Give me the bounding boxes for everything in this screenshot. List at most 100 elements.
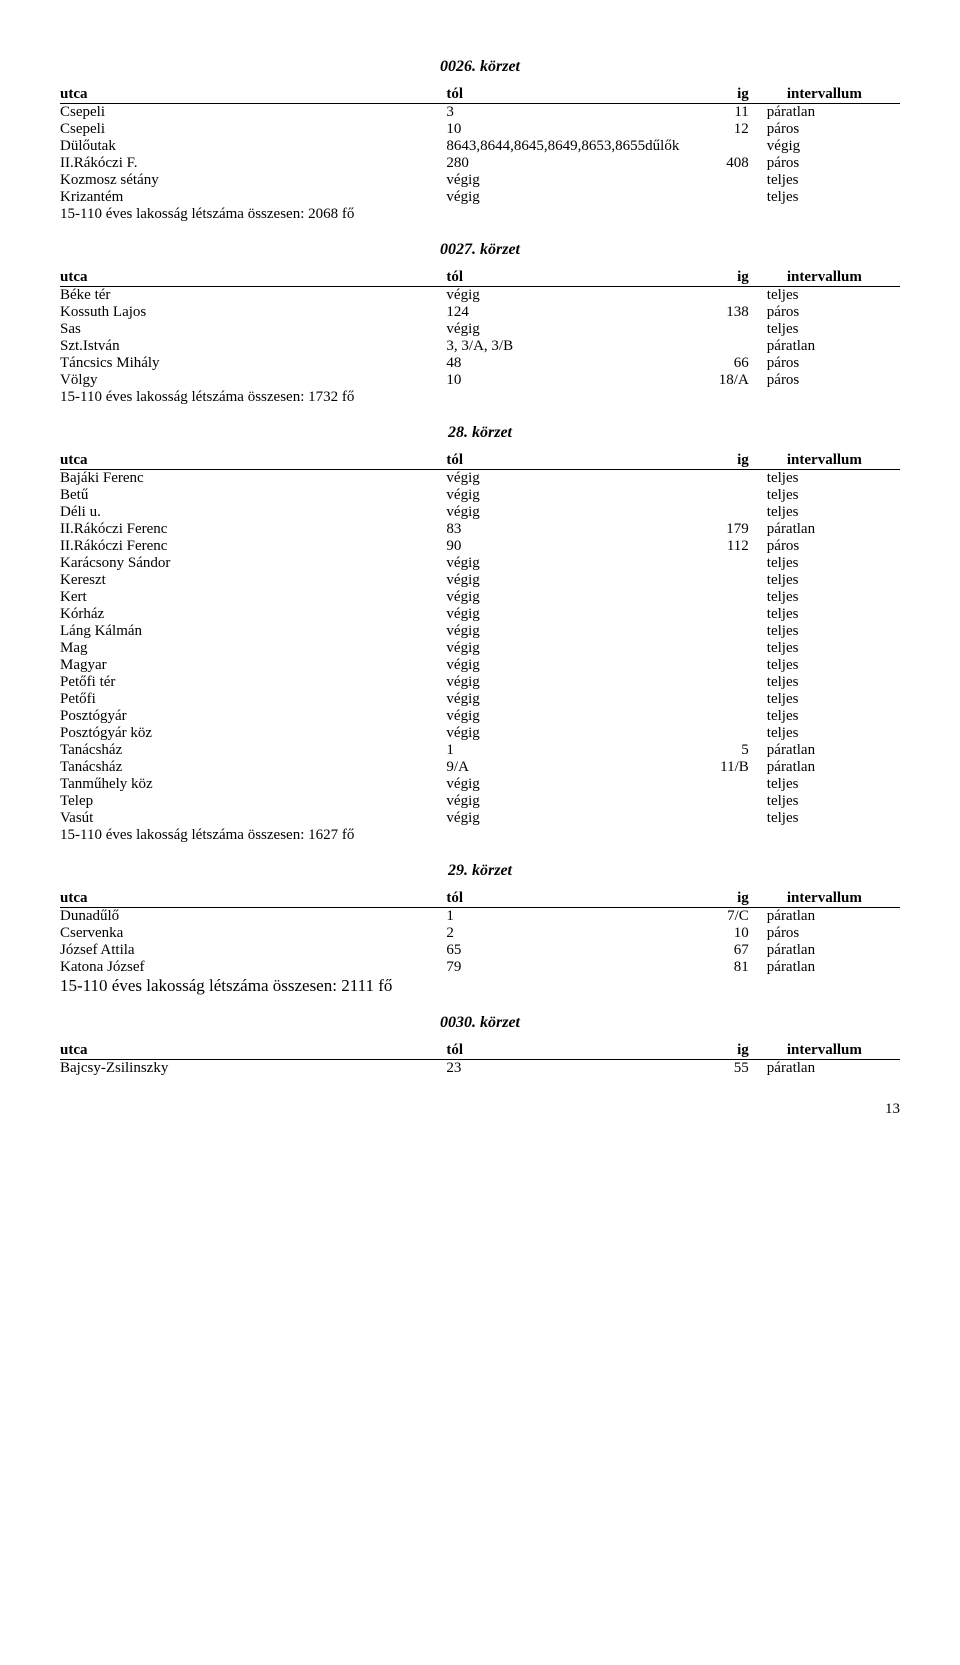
table-row: Telepvégigteljes bbox=[60, 793, 900, 810]
cell-utca: Bajcsy-Zsilinszky bbox=[60, 1060, 446, 1078]
table-row: II.Rákóczi F.280408páros bbox=[60, 155, 900, 172]
cell-int: teljes bbox=[749, 793, 900, 810]
cell-utca: Vasút bbox=[60, 810, 446, 827]
cell-ig bbox=[598, 555, 749, 572]
cell-utca: Dülőutak bbox=[60, 138, 446, 155]
cell-ig: 11 bbox=[598, 104, 749, 122]
section-title: 29. körzet bbox=[60, 862, 900, 880]
col-header-int: intervallum bbox=[749, 452, 900, 470]
cell-ig bbox=[598, 572, 749, 589]
cell-utca: Táncsics Mihály bbox=[60, 355, 446, 372]
cell-utca: Betű bbox=[60, 487, 446, 504]
cell-tol: végig bbox=[446, 623, 597, 640]
cell-int: páratlan bbox=[749, 959, 900, 976]
table-row: Magvégigteljes bbox=[60, 640, 900, 657]
cell-tol: 9/A bbox=[446, 759, 597, 776]
col-header-ig: ig bbox=[598, 452, 749, 470]
cell-int: teljes bbox=[749, 189, 900, 206]
cell-ig bbox=[598, 640, 749, 657]
table-row: Betűvégigteljes bbox=[60, 487, 900, 504]
table-row: Sasvégigteljes bbox=[60, 321, 900, 338]
section-title: 0027. körzet bbox=[60, 241, 900, 259]
cell-ig bbox=[598, 810, 749, 827]
cell-utca: Petőfi bbox=[60, 691, 446, 708]
cell-ig bbox=[598, 657, 749, 674]
street-table: utcatóligintervallumBajáki Ferencvégigte… bbox=[60, 452, 900, 827]
cell-tol: 2 bbox=[446, 925, 597, 942]
cell-tol: végig bbox=[446, 691, 597, 708]
cell-ig: 12 bbox=[598, 121, 749, 138]
cell-utca: Völgy bbox=[60, 372, 446, 389]
cell-ig: 66 bbox=[598, 355, 749, 372]
cell-ig bbox=[598, 487, 749, 504]
street-table: utcatóligintervallumDunadűlő17/Cpáratlan… bbox=[60, 890, 900, 976]
cell-ig bbox=[598, 674, 749, 691]
cell-int: teljes bbox=[749, 172, 900, 189]
cell-tol: 10 bbox=[446, 372, 597, 389]
table-row: Láng Kálmánvégigteljes bbox=[60, 623, 900, 640]
cell-int: páratlan bbox=[749, 759, 900, 776]
col-header-utca: utca bbox=[60, 269, 446, 287]
cell-utca: Csepeli bbox=[60, 121, 446, 138]
population-summary: 15-110 éves lakosság létszáma összesen: … bbox=[60, 976, 900, 996]
cell-int: páratlan bbox=[749, 942, 900, 959]
cell-tol: végig bbox=[446, 776, 597, 793]
cell-ig bbox=[598, 321, 749, 338]
cell-utca: Kert bbox=[60, 589, 446, 606]
table-row: Dülőutak8643,8644,8645,8649,8653,8655dűl… bbox=[60, 138, 900, 155]
table-row: Béke térvégigteljes bbox=[60, 287, 900, 305]
cell-ig bbox=[598, 172, 749, 189]
cell-ig bbox=[598, 338, 749, 355]
cell-tol: végig bbox=[446, 555, 597, 572]
cell-utca: Magyar bbox=[60, 657, 446, 674]
cell-utca: József Attila bbox=[60, 942, 446, 959]
cell-int: páros bbox=[749, 372, 900, 389]
cell-int: páros bbox=[749, 304, 900, 321]
cell-int: teljes bbox=[749, 691, 900, 708]
cell-ig bbox=[598, 691, 749, 708]
cell-utca: Tanműhely köz bbox=[60, 776, 446, 793]
cell-ig bbox=[598, 776, 749, 793]
cell-int: páratlan bbox=[749, 742, 900, 759]
cell-utca: Katona József bbox=[60, 959, 446, 976]
cell-utca: Sas bbox=[60, 321, 446, 338]
cell-ig: 7/C bbox=[598, 908, 749, 926]
cell-ig: 10 bbox=[598, 925, 749, 942]
cell-tol: 8643,8644,8645,8649,8653,8655dűlők bbox=[446, 138, 597, 155]
cell-int: teljes bbox=[749, 555, 900, 572]
col-header-ig: ig bbox=[598, 1042, 749, 1060]
cell-ig: 112 bbox=[598, 538, 749, 555]
col-header-int: intervallum bbox=[749, 86, 900, 104]
table-row: Kozmosz sétányvégigteljes bbox=[60, 172, 900, 189]
cell-int: teljes bbox=[749, 470, 900, 488]
cell-utca: II.Rákóczi F. bbox=[60, 155, 446, 172]
table-row: Karácsony Sándorvégigteljes bbox=[60, 555, 900, 572]
cell-ig bbox=[598, 623, 749, 640]
page-number: 13 bbox=[60, 1101, 900, 1118]
cell-tol: 3 bbox=[446, 104, 597, 122]
population-summary: 15-110 éves lakosság létszáma összesen: … bbox=[60, 389, 900, 406]
cell-tol: végig bbox=[446, 172, 597, 189]
cell-ig: 5 bbox=[598, 742, 749, 759]
table-row: Krizantémvégigteljes bbox=[60, 189, 900, 206]
cell-int: páros bbox=[749, 925, 900, 942]
cell-tol: 90 bbox=[446, 538, 597, 555]
cell-tol: végig bbox=[446, 321, 597, 338]
cell-utca: Telep bbox=[60, 793, 446, 810]
cell-tol: végig bbox=[446, 810, 597, 827]
cell-tol: végig bbox=[446, 725, 597, 742]
cell-ig bbox=[598, 504, 749, 521]
cell-utca: II.Rákóczi Ferenc bbox=[60, 521, 446, 538]
col-header-tol: tól bbox=[446, 452, 597, 470]
cell-ig bbox=[598, 589, 749, 606]
cell-int: végig bbox=[749, 138, 900, 155]
cell-int: teljes bbox=[749, 623, 900, 640]
cell-ig bbox=[598, 725, 749, 742]
cell-tol: 23 bbox=[446, 1060, 597, 1078]
cell-ig: 18/A bbox=[598, 372, 749, 389]
cell-ig bbox=[598, 793, 749, 810]
cell-tol: 65 bbox=[446, 942, 597, 959]
cell-tol: végig bbox=[446, 640, 597, 657]
document-body: 0026. körzetutcatóligintervallumCsepeli3… bbox=[60, 58, 900, 1077]
population-summary: 15-110 éves lakosság létszáma összesen: … bbox=[60, 206, 900, 223]
